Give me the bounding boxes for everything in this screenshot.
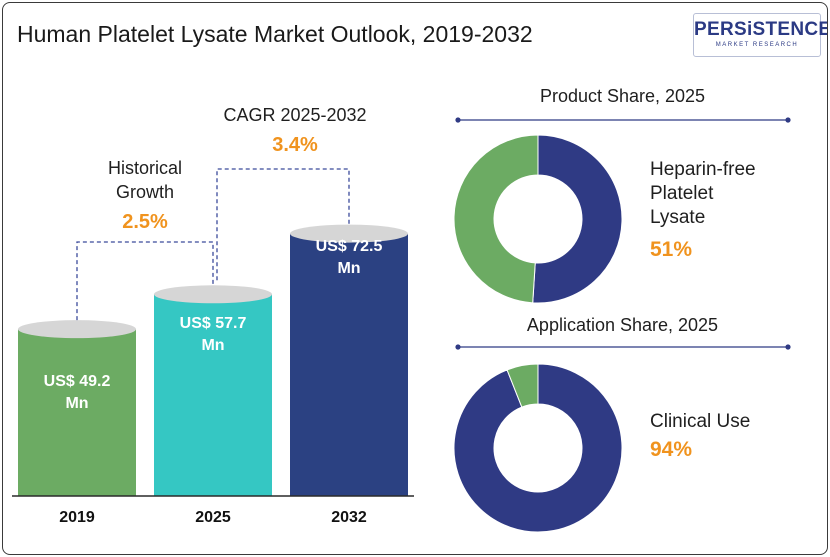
product-divider-dot-right	[785, 117, 791, 123]
bar-2019	[18, 329, 136, 496]
bar-value-label-2025: US$ 57.7 Mn	[179, 315, 247, 354]
bar-2032	[290, 233, 408, 496]
x-tick-2025: 2025	[195, 509, 231, 526]
logo-tagline: MARKET RESEARCH	[715, 42, 799, 48]
historical-growth-label: Historical Growth	[107, 158, 182, 202]
application-share-value: 94%	[650, 438, 693, 461]
product-donut-slice-main	[532, 134, 623, 304]
x-tick-2032: 2032	[331, 509, 367, 526]
logo-wordmark: PERSiSTENCE	[694, 19, 828, 40]
cagr-value: 3.4%	[272, 134, 318, 156]
bar-cap-2025	[154, 285, 272, 304]
bar-cap-2032	[290, 224, 408, 243]
application-donut-slice-main	[453, 363, 623, 533]
brand-logo: PERSiSTENCE MARKET RESEARCH	[693, 13, 828, 57]
bar-2025	[154, 294, 272, 496]
application-share-title: Application Share, 2025	[526, 315, 719, 335]
page-title: Human Platelet Lysate Market Outlook, 20…	[17, 21, 533, 47]
application-share-label: Clinical Use	[650, 411, 751, 432]
historical-growth-value: 2.5%	[122, 211, 168, 233]
bar-cap-2019	[18, 320, 136, 339]
bar-value-label-2019: US$ 49.2 Mn	[43, 373, 111, 412]
cagr-label: CAGR 2025-2032	[223, 105, 367, 125]
x-tick-2019: 2019	[59, 509, 95, 526]
product-share-title: Product Share, 2025	[539, 86, 706, 106]
application-divider-dot-left	[455, 344, 461, 350]
application-donut-slice-other	[506, 363, 539, 408]
product-divider-dot-left	[455, 117, 461, 123]
cagr-connector	[216, 168, 350, 281]
product-share-label: Heparin-free Platelet Lysate	[650, 159, 756, 228]
bar-value-label-2032: US$ 72.5 Mn	[315, 238, 383, 277]
product-donut-slice-other	[453, 134, 539, 304]
product-share-value: 51%	[650, 238, 693, 261]
application-divider-dot-right	[785, 344, 791, 350]
